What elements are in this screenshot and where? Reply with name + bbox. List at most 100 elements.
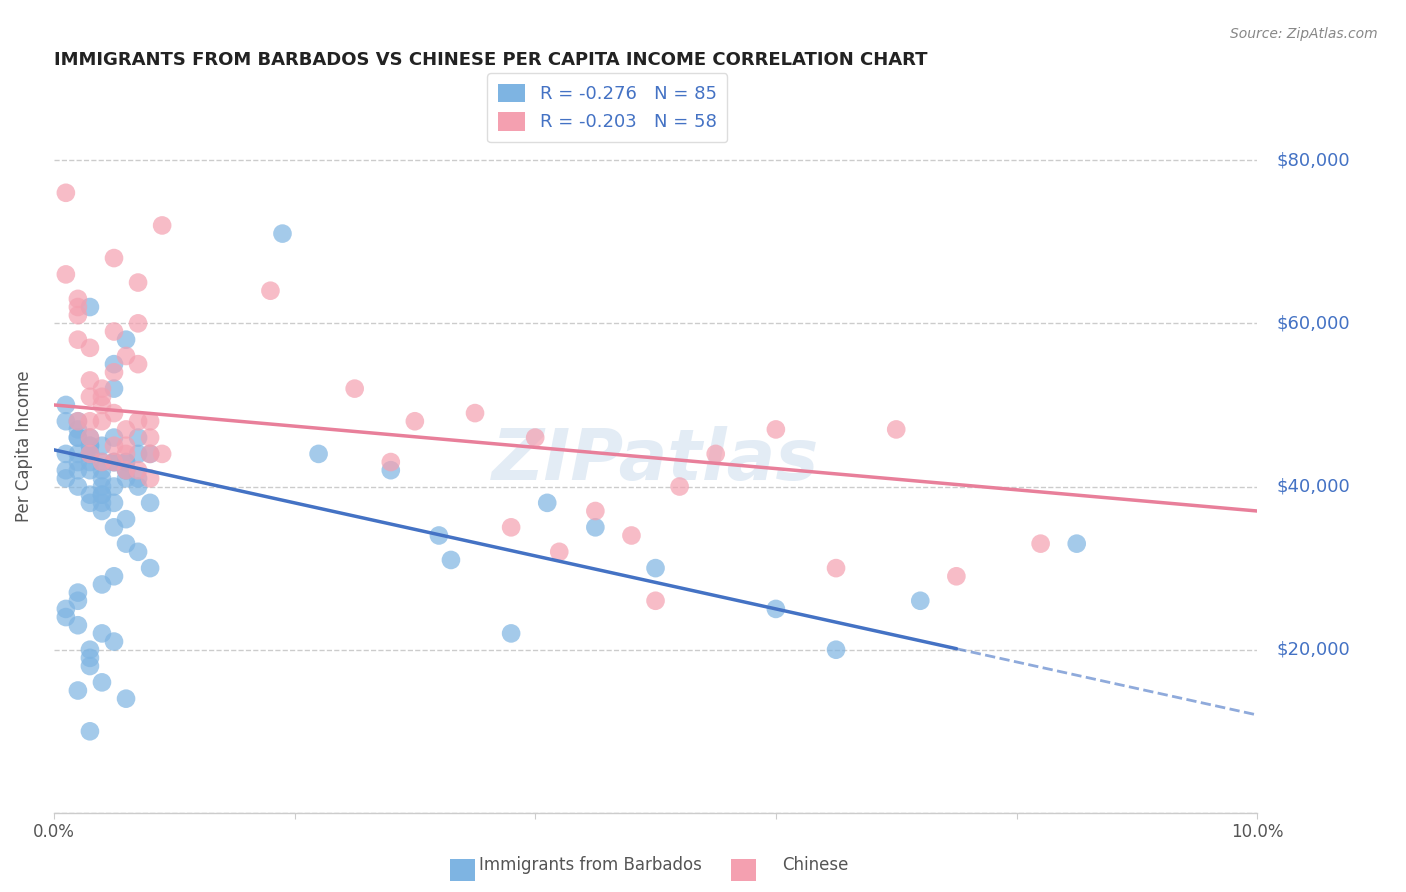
Point — [139, 447, 162, 461]
Point — [127, 357, 149, 371]
Point — [103, 382, 125, 396]
Point — [115, 536, 138, 550]
Point — [79, 374, 101, 388]
Point — [91, 414, 114, 428]
Point — [945, 569, 967, 583]
Text: IMMIGRANTS FROM BARBADOS VS CHINESE PER CAPITA INCOME CORRELATION CHART: IMMIGRANTS FROM BARBADOS VS CHINESE PER … — [53, 51, 928, 69]
Point — [464, 406, 486, 420]
Point — [79, 642, 101, 657]
Point — [103, 357, 125, 371]
Point — [825, 561, 848, 575]
Point — [91, 496, 114, 510]
Point — [55, 610, 77, 624]
Point — [115, 463, 138, 477]
Point — [115, 447, 138, 461]
Point — [259, 284, 281, 298]
Point — [150, 219, 173, 233]
Point — [765, 422, 787, 436]
Point — [127, 431, 149, 445]
Point — [115, 455, 138, 469]
Point — [66, 414, 89, 428]
Point — [66, 447, 89, 461]
Point — [103, 365, 125, 379]
Point — [150, 447, 173, 461]
Point — [825, 642, 848, 657]
Point — [115, 455, 138, 469]
Point — [91, 439, 114, 453]
Point — [103, 406, 125, 420]
Point — [55, 471, 77, 485]
Point — [271, 227, 294, 241]
Point — [427, 528, 450, 542]
Point — [620, 528, 643, 542]
Point — [910, 594, 932, 608]
Point — [55, 414, 77, 428]
Point — [91, 577, 114, 591]
Point — [103, 431, 125, 445]
Point — [79, 447, 101, 461]
Point — [501, 520, 523, 534]
Text: $40,000: $40,000 — [1277, 477, 1350, 496]
Point — [79, 488, 101, 502]
Point — [404, 414, 426, 428]
Point — [139, 447, 162, 461]
Point — [103, 439, 125, 453]
Text: ZIPatlas: ZIPatlas — [492, 425, 820, 495]
Point — [91, 488, 114, 502]
Point — [139, 431, 162, 445]
Point — [115, 349, 138, 363]
Point — [55, 268, 77, 282]
Point — [66, 431, 89, 445]
Point — [308, 447, 330, 461]
Point — [66, 292, 89, 306]
Point — [668, 479, 690, 493]
Y-axis label: Per Capita Income: Per Capita Income — [15, 370, 32, 522]
Point — [127, 463, 149, 477]
Point — [115, 463, 138, 477]
Point — [343, 382, 366, 396]
Point — [55, 602, 77, 616]
Point — [440, 553, 463, 567]
Point — [139, 471, 162, 485]
Text: Source: ZipAtlas.com: Source: ZipAtlas.com — [1230, 27, 1378, 41]
Point — [115, 422, 138, 436]
Point — [66, 455, 89, 469]
Text: $20,000: $20,000 — [1277, 640, 1350, 658]
Point — [79, 414, 101, 428]
Point — [644, 594, 666, 608]
Point — [127, 545, 149, 559]
Point — [115, 463, 138, 477]
Point — [115, 512, 138, 526]
Point — [127, 471, 149, 485]
Point — [91, 675, 114, 690]
Point — [66, 463, 89, 477]
Point — [79, 455, 101, 469]
Point — [115, 333, 138, 347]
Point — [536, 496, 558, 510]
Point — [79, 431, 101, 445]
Point — [127, 276, 149, 290]
Point — [103, 455, 125, 469]
Point — [91, 455, 114, 469]
Point — [103, 455, 125, 469]
Point — [127, 479, 149, 493]
Point — [79, 659, 101, 673]
Point — [103, 569, 125, 583]
Point — [115, 439, 138, 453]
Point — [79, 447, 101, 461]
Text: $60,000: $60,000 — [1277, 314, 1350, 333]
Point — [644, 561, 666, 575]
Text: Immigrants from Barbados: Immigrants from Barbados — [479, 856, 702, 874]
Point — [91, 488, 114, 502]
Point — [55, 463, 77, 477]
Legend: R = -0.276   N = 85, R = -0.203   N = 58: R = -0.276 N = 85, R = -0.203 N = 58 — [488, 73, 727, 143]
Point — [55, 447, 77, 461]
Point — [79, 341, 101, 355]
Point — [66, 300, 89, 314]
Point — [127, 414, 149, 428]
Point — [66, 618, 89, 632]
Text: $80,000: $80,000 — [1277, 151, 1350, 169]
Point — [103, 634, 125, 648]
Point — [66, 431, 89, 445]
Point — [79, 496, 101, 510]
